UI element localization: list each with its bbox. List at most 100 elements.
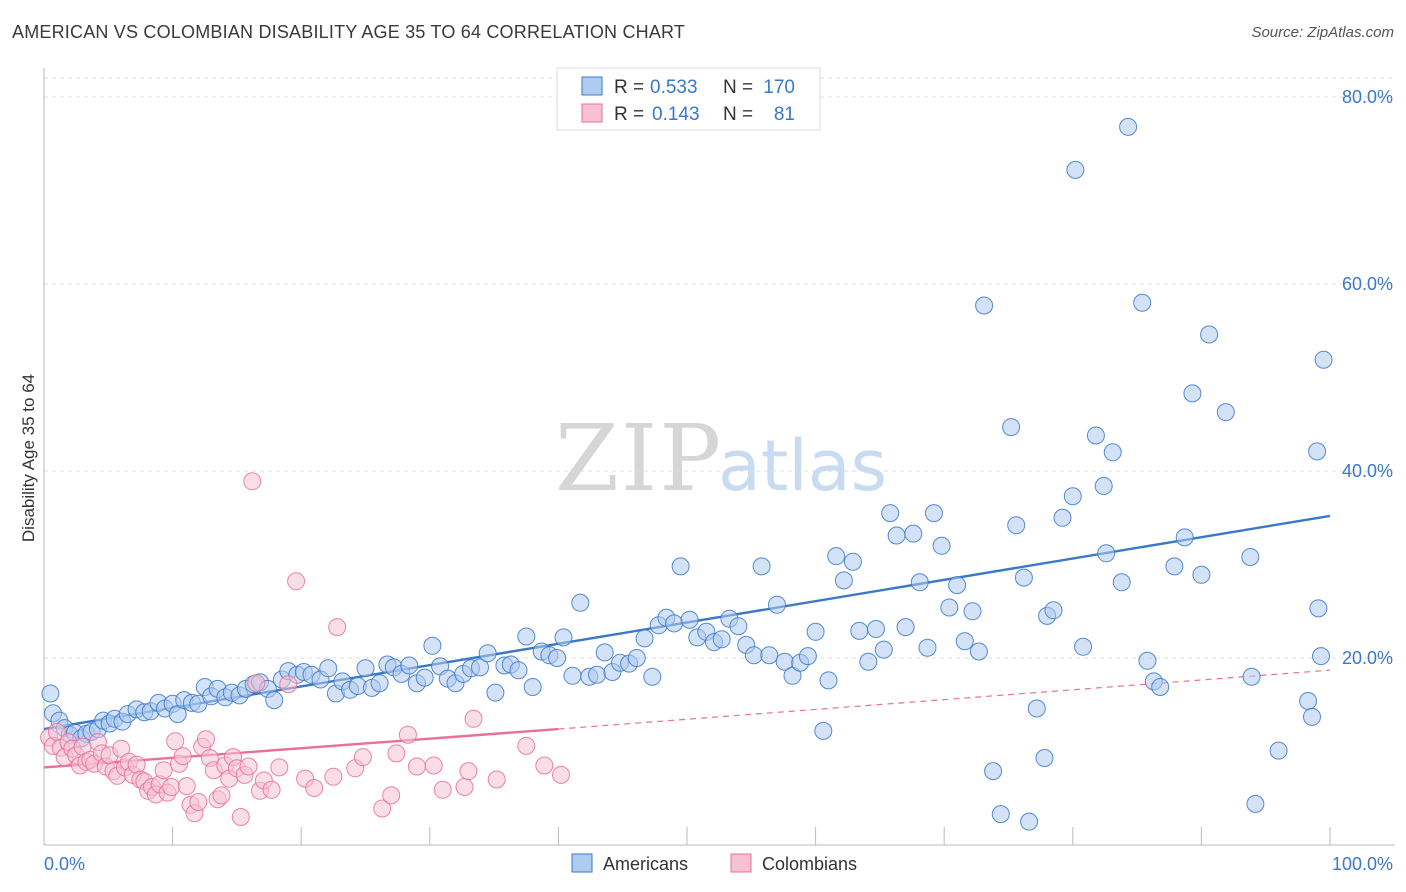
- american-point: [1044, 601, 1063, 620]
- american-point: [1086, 426, 1105, 445]
- american-point: [1133, 293, 1152, 312]
- x-tick-label-min: 0.0%: [44, 854, 85, 874]
- colombian-point: [455, 778, 474, 796]
- american-point: [874, 640, 893, 659]
- american-point: [969, 642, 988, 661]
- american-point: [752, 557, 771, 576]
- american-point: [1063, 487, 1082, 506]
- colombian-point: [328, 618, 347, 637]
- chart-source: Source: ZipAtlas.com: [1251, 24, 1394, 41]
- bottom-legend-swatch-colombians: [730, 853, 752, 873]
- american-point: [814, 721, 833, 740]
- american-point: [319, 659, 338, 678]
- colombian-point: [154, 761, 173, 780]
- colombian-point: [407, 757, 426, 776]
- american-point: [1074, 637, 1093, 656]
- bottom-legend-swatch-americans: [571, 853, 593, 873]
- american-point: [356, 659, 375, 678]
- american-point: [760, 646, 779, 665]
- american-point: [1020, 812, 1039, 831]
- american-point: [1151, 678, 1170, 696]
- american-point: [1216, 403, 1235, 422]
- colombians-trend-extension: [558, 669, 1331, 730]
- colombian-point: [287, 572, 306, 591]
- colombian-point: [487, 770, 506, 789]
- american-point: [370, 674, 389, 693]
- colombian-point: [212, 786, 231, 805]
- american-point: [643, 667, 662, 686]
- american-point: [834, 571, 853, 590]
- american-point: [1002, 418, 1021, 437]
- colombian-point: [464, 709, 483, 728]
- colombian-point: [279, 675, 298, 694]
- american-point: [932, 536, 951, 555]
- american-point: [991, 805, 1010, 824]
- axis-layer: 20.0% 40.0% 60.0% 80.0% 0.0% 100.0%: [43, 68, 1395, 874]
- american-point: [1007, 516, 1026, 535]
- colombian-point: [382, 786, 401, 805]
- y-tick-label: 40.0%: [1342, 461, 1393, 481]
- colombian-point: [243, 472, 262, 491]
- american-point: [1241, 548, 1260, 566]
- american-point: [635, 629, 654, 648]
- american-point: [400, 656, 419, 675]
- colombian-point: [324, 767, 343, 786]
- colombian-point: [262, 780, 281, 799]
- american-point: [1309, 599, 1328, 618]
- colombian-point: [373, 799, 392, 818]
- y-tick-label: 80.0%: [1342, 87, 1393, 107]
- american-point: [1246, 794, 1265, 813]
- colombian-point: [424, 756, 443, 775]
- american-point: [940, 598, 959, 617]
- american-point: [1269, 741, 1288, 760]
- american-point: [563, 666, 582, 685]
- american-point: [918, 638, 937, 657]
- american-point: [478, 644, 497, 663]
- legend-r-label-colombians: R =: [614, 104, 644, 125]
- colombian-point: [433, 780, 452, 799]
- american-point: [843, 552, 862, 571]
- colombian-point: [459, 762, 478, 781]
- american-point: [1175, 528, 1194, 547]
- american-point: [1303, 707, 1321, 726]
- american-point: [744, 646, 763, 665]
- watermark-atlas: atlas: [718, 425, 887, 507]
- american-point: [712, 630, 731, 649]
- chart-title: AMERICAN VS COLOMBIAN DISABILITY AGE 35 …: [12, 22, 686, 42]
- american-point: [1308, 442, 1327, 461]
- american-point: [881, 504, 900, 523]
- legend-swatch-colombians: [581, 103, 603, 123]
- american-point: [423, 636, 442, 655]
- colombian-point: [239, 757, 258, 776]
- grid-layer: [44, 77, 1395, 659]
- american-point: [1312, 647, 1330, 666]
- american-point: [471, 658, 489, 677]
- colombian-point: [231, 808, 250, 826]
- y-tick-label: 20.0%: [1342, 648, 1393, 668]
- colombian-point: [166, 732, 185, 751]
- american-point: [729, 617, 748, 636]
- colombian-point: [127, 755, 146, 774]
- colombian-point: [387, 744, 406, 763]
- colombian-point: [552, 765, 570, 784]
- american-point: [554, 628, 573, 647]
- american-point: [1112, 573, 1131, 592]
- legend-swatch-americans: [581, 76, 603, 96]
- american-point: [867, 620, 885, 638]
- american-point: [806, 622, 825, 641]
- colombian-point: [173, 747, 192, 766]
- trend-layer: [43, 514, 1331, 769]
- american-point: [1200, 325, 1219, 344]
- american-point: [588, 665, 606, 684]
- points-layer: [40, 117, 1333, 831]
- american-point: [1035, 749, 1054, 767]
- legend-r-value-americans: 0.533: [650, 77, 698, 98]
- american-point: [963, 602, 982, 621]
- bottom-legend: Americans Colombians: [571, 853, 857, 874]
- american-point: [819, 671, 838, 690]
- american-point: [887, 526, 906, 545]
- american-point: [896, 618, 915, 637]
- legend-n-label-americans: N =: [723, 77, 753, 98]
- colombian-point: [189, 793, 208, 811]
- colombian-point: [353, 748, 372, 767]
